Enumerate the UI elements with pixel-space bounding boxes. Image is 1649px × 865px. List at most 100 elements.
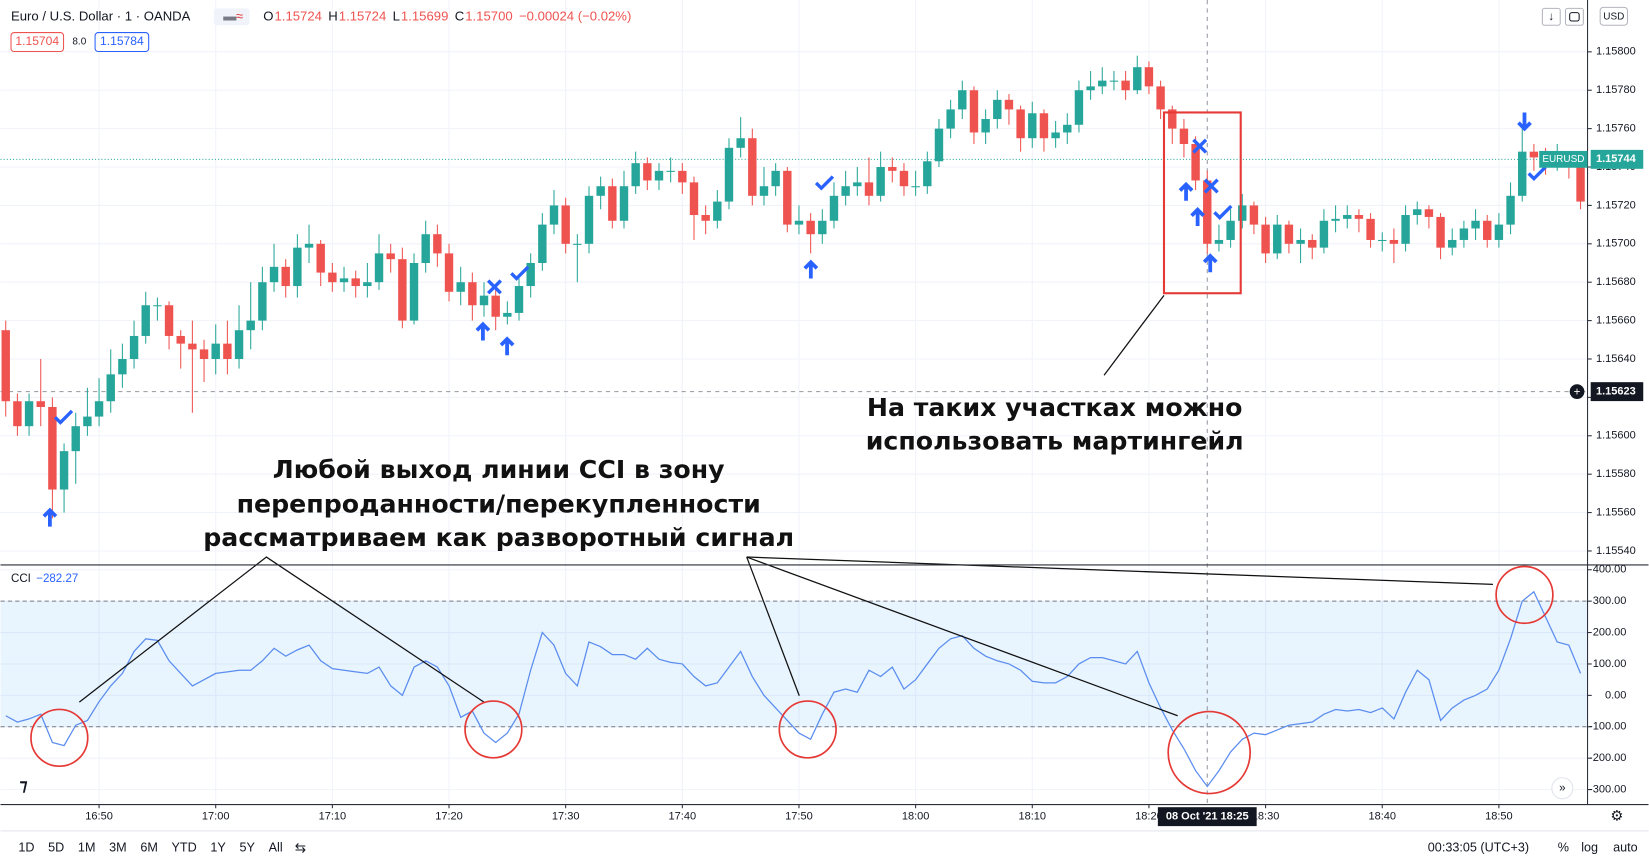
logo: ⁊ [20,777,28,794]
candle-body [433,234,442,254]
range-button[interactable]: 5Y [240,841,256,855]
candle-body [783,170,792,225]
icon[interactable]: ⇆ [295,840,307,855]
candle-body [1063,124,1072,133]
candle-body [631,163,640,187]
range-button[interactable]: 1M [78,841,96,855]
range-button[interactable]: 1Y [210,841,226,855]
y-tick-label: 1.15780 [1596,84,1636,96]
y-tick-label: 1.15700 [1596,238,1636,250]
candle-body [1261,224,1270,254]
scroll-button[interactable] [1551,777,1574,800]
candle-body [59,451,69,490]
candle-body [771,170,780,187]
y-tick-label: 400.00 [1593,564,1627,576]
candle-body [374,253,384,283]
candle-body [293,247,302,287]
candle-body [608,186,617,221]
candle-body [269,266,279,283]
candle-body [713,201,722,221]
candle-body [129,335,139,359]
candle-body [304,243,314,248]
candle-body [538,224,547,264]
y-tick-label: 1.15720 [1596,199,1636,211]
range-button[interactable]: YTD [172,841,197,855]
candle-body [829,195,839,221]
range-button[interactable]: 3M [109,841,127,855]
candle-body [1343,215,1352,219]
settings-icon[interactable]: ⚙ [1610,809,1623,825]
y-tick-label: -100.00 [1589,721,1626,733]
change: −0.00024 (−0.02%) [519,8,631,23]
candle-body [853,182,862,187]
candle-body [398,259,407,321]
cci-name: CCI [11,573,31,585]
eye-toggle[interactable] [213,8,250,26]
x-tick-label: 18:30 [1252,811,1280,823]
candle-body [981,119,990,133]
y-tick-label: 1.15760 [1596,123,1636,135]
scale-option[interactable]: log [1581,841,1598,855]
annotation-line: перепроданности/перекупленности [237,490,761,519]
candle-body [1366,218,1375,240]
range-button[interactable]: All [269,841,283,855]
candle-body [24,401,34,427]
candle-body [503,312,512,317]
candle-body [409,263,419,321]
range-button[interactable]: 5D [48,841,64,855]
ohlc-value: 1.15724 [339,8,386,23]
currency-button[interactable] [1599,6,1629,26]
candle-body [526,263,535,287]
candle-body [479,295,489,306]
candle-body [1424,209,1434,217]
candle-body [258,282,267,321]
candle-body [106,374,115,402]
candle-body [1016,109,1025,139]
candle-body [36,401,45,407]
candle-body [1051,132,1060,139]
candle-body [1074,90,1084,125]
annotation-line: использовать мартингейл [866,426,1244,455]
x-tick-label: 17:50 [785,811,813,823]
candle-body [223,343,232,359]
x-tick-label: 17:30 [552,811,580,823]
candle-body [1144,67,1154,87]
candle-body [386,253,395,260]
add-button[interactable] [1569,384,1585,399]
candle-body [958,90,967,110]
x-tick-label: 18:20 [1135,811,1163,823]
candle-body [1226,220,1235,240]
candle-body [1494,224,1504,240]
button[interactable] [1564,7,1584,26]
ohlc-key: C [455,8,464,23]
y-tick-label: 1.15660 [1596,315,1636,327]
x-tick-label: 17:20 [435,811,463,823]
cci-value: −282.27 [36,573,78,585]
candle-body [118,358,127,375]
y-tick-label: 1.15560 [1596,506,1636,518]
scale-option[interactable]: auto [1613,841,1638,855]
x-tick-label: 18:50 [1485,811,1513,823]
bid-box[interactable] [10,32,65,53]
time-axis [0,804,1649,865]
candle-body [456,282,465,292]
ask-box[interactable] [94,32,150,53]
bid: 1.15704 [15,34,59,48]
candle-body [153,305,162,307]
scale-option[interactable]: % [1558,841,1569,855]
axes: 1.158001.157801.157601.157401.157201.157… [85,46,1644,827]
range-button[interactable]: 6M [140,841,158,855]
grid [0,0,1588,805]
candle-body [246,320,255,331]
candle-body [71,426,80,452]
ohlc-value: 1.15699 [401,8,448,23]
candle-body [1378,239,1387,242]
range-button[interactable]: 1D [18,841,34,855]
candle-body [584,195,594,244]
candle-body [1413,209,1422,216]
spread: 8.0 [72,37,86,48]
button[interactable] [1541,7,1561,26]
y-tick-label: 1.15580 [1596,468,1636,480]
candle-body [946,109,955,129]
